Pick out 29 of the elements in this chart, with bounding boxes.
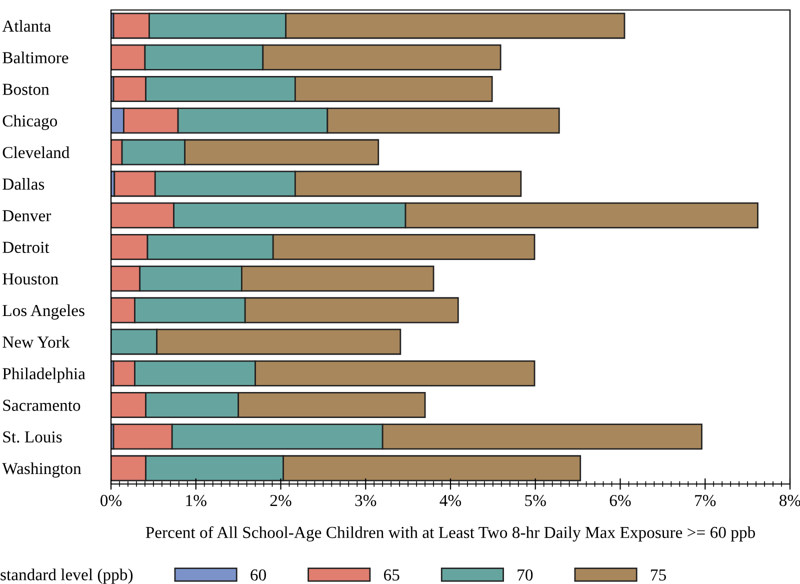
y-tick-label: Philadelphia [2, 368, 86, 383]
y-tick-label: Washington [2, 462, 82, 478]
y-tick-label: New York [2, 336, 70, 348]
legend-label: 70 [518, 569, 533, 581]
x-tick-label: 3% [355, 494, 376, 506]
x-tick-label: 1% [186, 494, 206, 506]
y-tick-label: Dallas [2, 178, 44, 190]
x-axis-title: Percent of All School-Age Children with at Least Two 8-hr Daily Max Exposure >= 60 ppb [146, 526, 756, 542]
y-tick-label: Detroit [2, 242, 50, 253]
x-tick-label: 4% [440, 494, 462, 506]
y-tick-label: Atlanta [2, 20, 51, 32]
y-tick-label: Boston [2, 84, 50, 95]
y-tick-label: Denver [2, 210, 52, 222]
y-tick-label: Cleveland [2, 146, 70, 158]
legend-label: 60 [250, 569, 266, 581]
y-tick-label: Los Angeles [2, 304, 84, 320]
x-tick-label: 2% [270, 494, 292, 506]
y-tick-label: Sacramento [3, 400, 80, 411]
y-tick-label: Houston [2, 273, 58, 285]
legend-label: 75 [651, 570, 666, 581]
y-tick-label: Chicago [2, 114, 58, 130]
x-tick-label: 0% [100, 494, 122, 506]
legend-label: 65 [384, 569, 400, 581]
legend-title: standard level (ppb) [0, 568, 133, 584]
x-tick-label: 5% [525, 494, 546, 506]
x-tick-label: 7% [695, 494, 716, 506]
x-tick-label: 6% [610, 494, 631, 506]
y-tick-label: St. Louis [3, 431, 62, 443]
y-tick-label: Baltimore [2, 52, 68, 64]
